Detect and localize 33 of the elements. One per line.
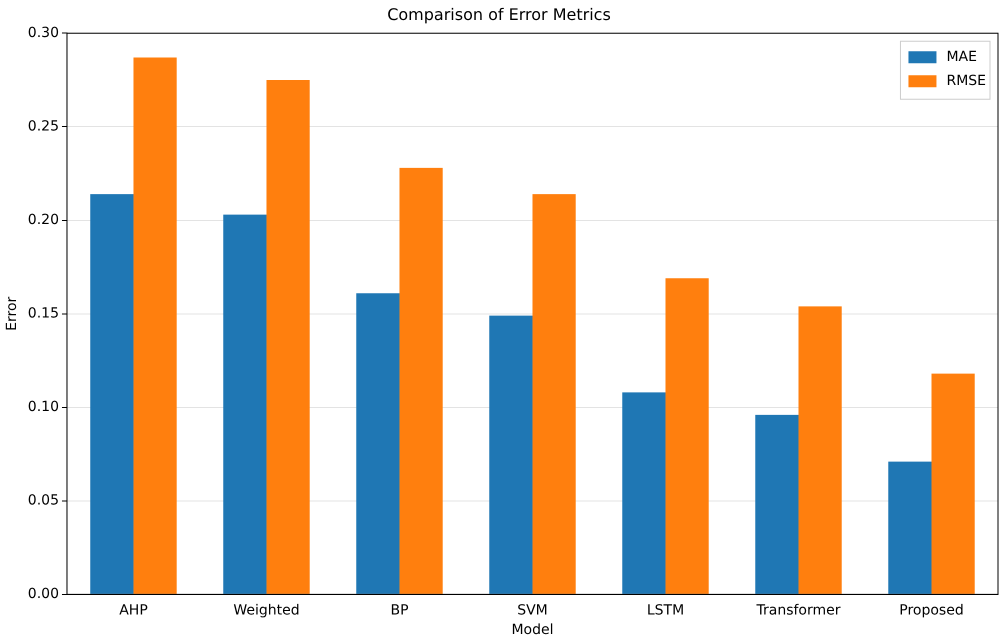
x-tick-label: LSTM: [646, 602, 684, 618]
bar: [489, 316, 532, 594]
bar: [223, 214, 266, 594]
bar: [665, 278, 709, 594]
x-axis-title: Model: [511, 622, 554, 638]
bar: [356, 293, 400, 594]
y-tick-label: 0.10: [28, 398, 59, 415]
legend-label: RMSE: [946, 72, 986, 89]
y-tick-label: 0.20: [28, 212, 59, 228]
bar: [133, 58, 177, 594]
bar: [888, 462, 932, 594]
x-tick-label: BP: [390, 602, 409, 618]
y-tick-label: 0.05: [28, 492, 59, 509]
bar: [266, 80, 310, 594]
y-tick-label: 0.00: [28, 586, 59, 602]
y-tick-label: 0.30: [28, 24, 59, 41]
x-tick-label: Weighted: [233, 602, 300, 618]
bar: [622, 392, 666, 594]
chart-title: Comparison of Error Metrics: [387, 4, 611, 24]
bar: [755, 414, 798, 594]
x-tick-label: AHP: [119, 602, 148, 618]
bar: [798, 306, 842, 594]
legend-label: MAE: [946, 48, 977, 65]
bar: [399, 168, 443, 594]
x-tick-label: SVM: [517, 602, 548, 618]
bar: [532, 194, 576, 594]
bar: [932, 374, 975, 594]
x-tick-label: Proposed: [899, 602, 964, 618]
bar: [90, 194, 134, 594]
y-tick-label: 0.25: [28, 118, 59, 134]
y-axis-title: Error: [4, 296, 20, 331]
x-tick-label: Transformer: [755, 602, 841, 618]
y-tick-label: 0.15: [28, 305, 59, 322]
